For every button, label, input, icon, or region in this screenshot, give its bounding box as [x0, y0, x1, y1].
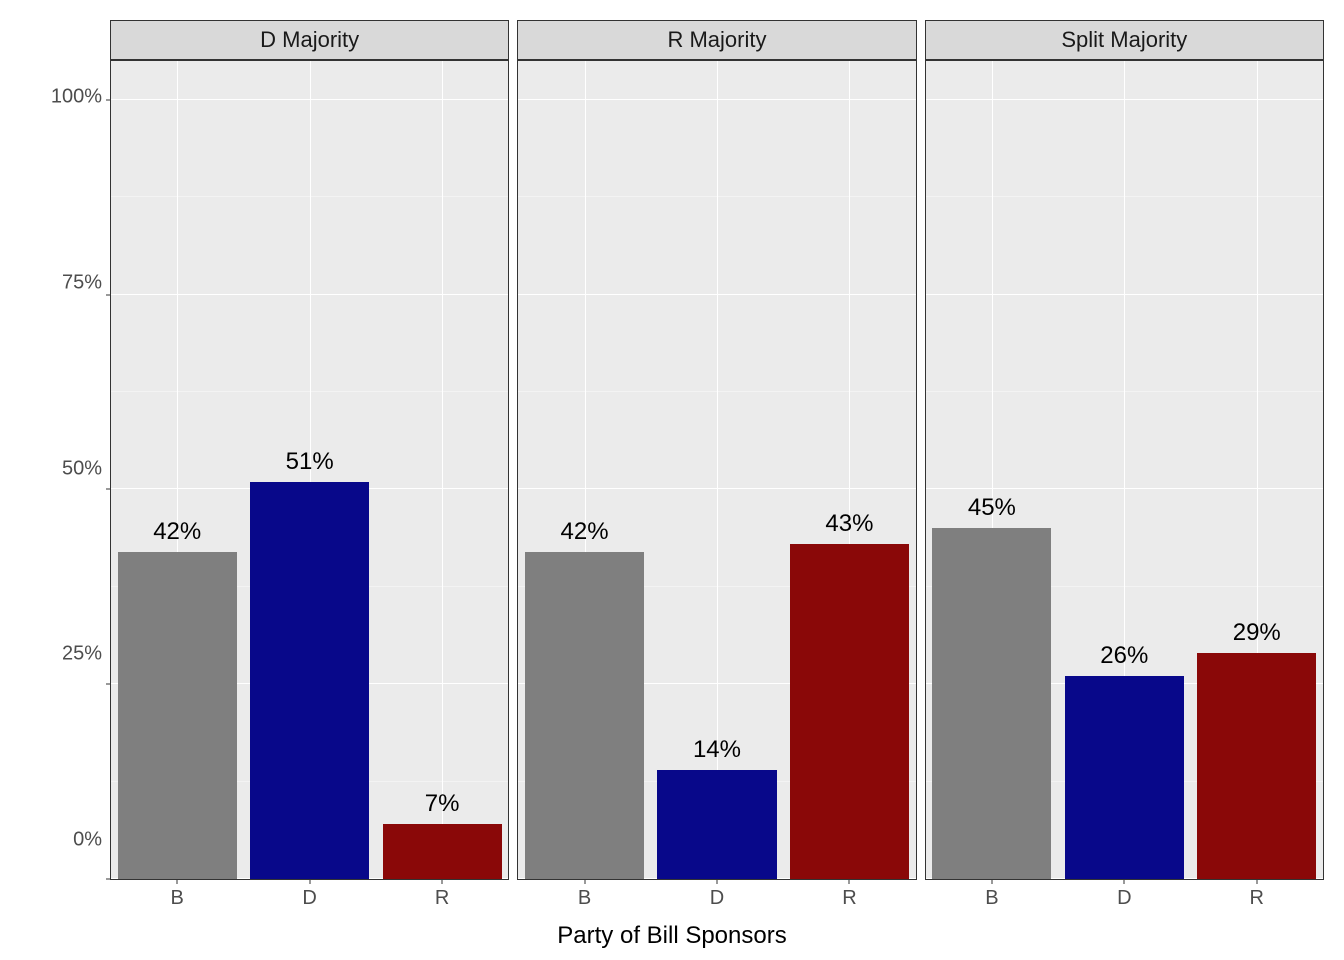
x-tick-mark: [991, 879, 992, 884]
y-tick-mark: [106, 99, 111, 100]
bar: [1197, 653, 1316, 879]
facet-plot-panel: 42%B14%D43%R: [517, 60, 916, 880]
bar-value-label: 26%: [1100, 642, 1148, 670]
bar: [250, 482, 369, 879]
bar-value-label: 43%: [825, 510, 873, 538]
gridline-vertical: [442, 61, 443, 879]
x-axis-label: Party of Bill Sponsors: [557, 922, 786, 950]
x-tick-mark: [309, 879, 310, 884]
bar: [1065, 676, 1184, 879]
bar: [657, 770, 776, 879]
x-tick-mark: [177, 879, 178, 884]
facet-strip-title: Split Majority: [925, 20, 1324, 60]
y-tick-mark: [106, 489, 111, 490]
bar-value-label: 42%: [561, 518, 609, 546]
x-tick-label: R: [1250, 887, 1264, 910]
x-tick-label: D: [710, 887, 724, 910]
x-tick-label: B: [578, 887, 591, 910]
y-tick-mark: [106, 879, 111, 880]
chart-container: % Sponsored of Passed Health Bills Party…: [10, 10, 1334, 950]
y-tick-label: 25%: [62, 643, 102, 666]
bar: [790, 544, 909, 879]
bar: [525, 552, 644, 879]
x-tick-mark: [1256, 879, 1257, 884]
bar: [118, 552, 237, 879]
bar: [932, 528, 1051, 879]
x-tick-label: R: [435, 887, 449, 910]
x-tick-label: D: [302, 887, 316, 910]
x-tick-label: R: [842, 887, 856, 910]
bar-value-label: 51%: [286, 448, 334, 476]
y-axis-ticks: 0%25%50%75%100%: [65, 60, 110, 840]
y-tick-label: 50%: [62, 457, 102, 480]
facet-strip-title: D Majority: [110, 20, 509, 60]
x-tick-mark: [1124, 879, 1125, 884]
facet-panel: Split Majority45%B26%D29%R: [925, 20, 1324, 880]
facet-panel: R Majority42%B14%D43%R: [517, 20, 916, 880]
facet-plot-panel: 45%B26%D29%R: [925, 60, 1324, 880]
y-tick-mark: [106, 684, 111, 685]
bar-value-label: 45%: [968, 494, 1016, 522]
facet-panel: D Majority42%B51%D7%R: [110, 20, 509, 880]
x-tick-mark: [584, 879, 585, 884]
x-tick-label: B: [171, 887, 184, 910]
facet-strip-title: R Majority: [517, 20, 916, 60]
bar-value-label: 29%: [1233, 619, 1281, 647]
x-tick-mark: [849, 879, 850, 884]
facet-row: D Majority42%B51%D7%RR Majority42%B14%D4…: [110, 20, 1324, 880]
x-tick-label: D: [1117, 887, 1131, 910]
y-tick-mark: [106, 294, 111, 295]
bar-value-label: 14%: [693, 736, 741, 764]
plot-area: D Majority42%B51%D7%RR Majority42%B14%D4…: [110, 20, 1324, 880]
bar: [383, 824, 502, 879]
x-tick-mark: [442, 879, 443, 884]
bar-value-label: 7%: [425, 790, 460, 818]
bar-value-label: 42%: [153, 518, 201, 546]
x-tick-mark: [716, 879, 717, 884]
y-tick-label: 75%: [62, 271, 102, 294]
y-tick-label: 100%: [51, 86, 102, 109]
x-tick-label: B: [985, 887, 998, 910]
y-tick-label: 0%: [73, 829, 102, 852]
facet-plot-panel: 42%B51%D7%R: [110, 60, 509, 880]
